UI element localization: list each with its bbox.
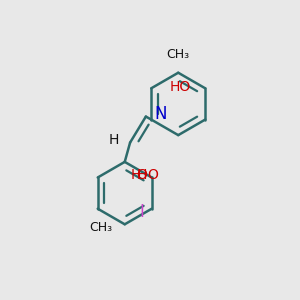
- Text: H: H: [130, 167, 141, 182]
- Text: H: H: [137, 168, 147, 182]
- Text: CH₃: CH₃: [89, 220, 112, 234]
- Text: O: O: [147, 168, 158, 182]
- Text: O: O: [136, 167, 147, 182]
- Text: I: I: [140, 203, 145, 221]
- Text: N: N: [154, 105, 167, 123]
- Text: H: H: [108, 133, 119, 147]
- Text: HO: HO: [170, 80, 191, 94]
- Text: CH₃: CH₃: [167, 48, 190, 62]
